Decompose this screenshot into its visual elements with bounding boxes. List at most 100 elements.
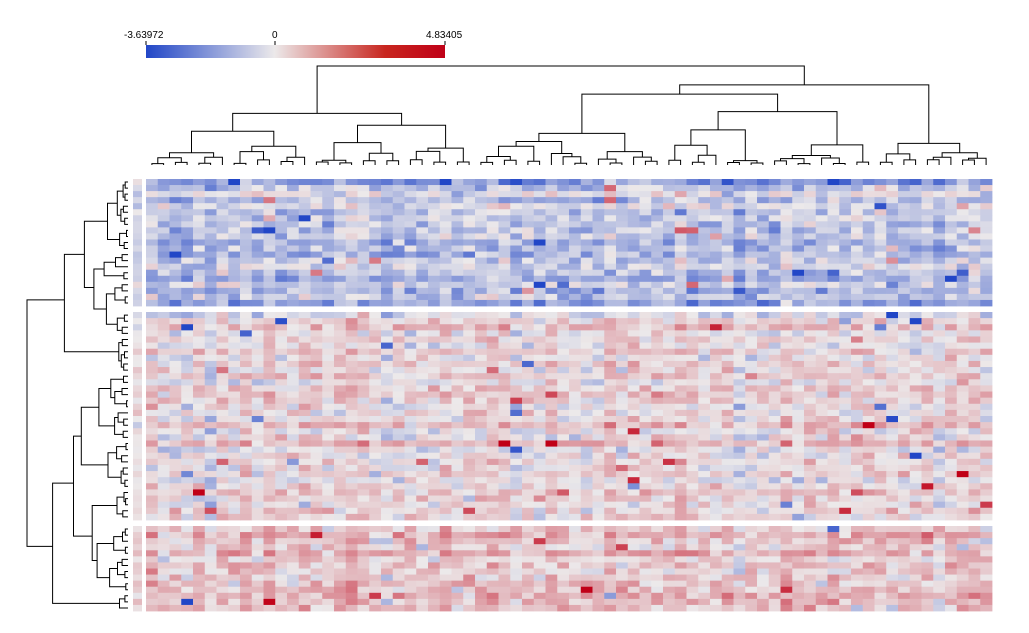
heatmap-cell <box>639 197 652 204</box>
heatmap-cell <box>616 513 629 521</box>
heatmap-cell <box>851 227 864 234</box>
heatmap-cell <box>721 501 734 509</box>
heatmap-cell <box>310 501 323 509</box>
heatmap-cell <box>686 391 699 399</box>
heatmap-cell <box>768 489 781 496</box>
heatmap-cell <box>228 434 241 441</box>
heatmap-cell <box>486 477 499 484</box>
heatmap-cell <box>310 464 323 472</box>
heatmap-cell <box>181 275 194 283</box>
heatmap-cell <box>945 513 958 521</box>
heatmap-cell <box>663 507 676 515</box>
heatmap-cell <box>545 221 558 228</box>
heatmap-cell <box>980 312 993 319</box>
heatmap-cell <box>580 391 593 399</box>
heatmap-cell <box>557 428 570 435</box>
heatmap-cell <box>627 458 640 466</box>
heatmap-cell <box>956 550 969 557</box>
heatmap-cell <box>298 409 311 417</box>
heatmap-cell <box>792 299 805 307</box>
heatmap-cell <box>263 391 276 399</box>
heatmap-cell <box>298 556 311 563</box>
heatmap-cell <box>804 221 817 228</box>
heatmap-cell <box>780 409 793 417</box>
heatmap-cell <box>627 556 640 563</box>
heatmap-cell <box>874 574 887 582</box>
heatmap-cell <box>862 215 875 222</box>
heatmap-cell <box>439 580 452 588</box>
heatmap-cell <box>439 532 452 539</box>
heatmap-cell <box>533 458 546 466</box>
heatmap-cell <box>181 550 194 557</box>
heatmap-cell <box>392 312 405 319</box>
heatmap-cell <box>874 604 887 612</box>
heatmap-cell <box>933 513 946 521</box>
heatmap-cell <box>369 233 382 240</box>
heatmap-cell <box>909 275 922 283</box>
heatmap-cell <box>768 203 781 210</box>
heatmap-cell <box>322 391 335 399</box>
heatmap-cell <box>827 209 840 216</box>
heatmap-cell <box>851 422 864 429</box>
heatmap-cell <box>439 209 452 216</box>
heatmap-cell <box>980 379 993 386</box>
heatmap-cell <box>345 318 358 325</box>
heatmap-cell <box>956 215 969 222</box>
heatmap-cell <box>287 580 300 588</box>
heatmap-cell <box>439 574 452 582</box>
heatmap-cell <box>933 434 946 441</box>
heatmap-cell <box>710 598 723 606</box>
heatmap-cell <box>663 348 676 356</box>
heatmap-cell <box>616 203 629 210</box>
heatmap-cell <box>804 342 817 350</box>
heatmap-cell <box>181 568 194 575</box>
heatmap-cell <box>369 342 382 350</box>
heatmap-cell <box>686 251 699 259</box>
heatmap-cell <box>674 251 687 259</box>
heatmap-cell <box>263 221 276 228</box>
heatmap-cell <box>369 318 382 325</box>
heatmap-cell <box>545 526 558 533</box>
heatmap-cell <box>181 409 194 417</box>
heatmap-cell <box>522 495 535 503</box>
heatmap-cell <box>357 281 370 289</box>
heatmap-cell <box>780 221 793 228</box>
heatmap-cell <box>439 416 452 423</box>
heatmap-cell <box>721 185 734 192</box>
heatmap-cell <box>439 556 452 563</box>
heatmap-cell <box>674 489 687 496</box>
heatmap-cell <box>874 360 887 368</box>
heatmap-cell <box>486 318 499 325</box>
heatmap-cell <box>498 544 511 551</box>
heatmap-cell <box>933 221 946 228</box>
heatmap-cell <box>345 367 358 374</box>
heatmap-cell <box>334 568 347 575</box>
heatmap-cell <box>827 513 840 521</box>
heatmap-cell <box>945 281 958 289</box>
heatmap-cell <box>886 203 899 210</box>
heatmap-cell <box>345 215 358 222</box>
heatmap-cell <box>639 312 652 319</box>
heatmap-cell <box>686 245 699 252</box>
heatmap-cell <box>639 434 652 441</box>
heatmap-cell <box>345 501 358 509</box>
heatmap-cell <box>157 245 170 252</box>
heatmap-cell <box>498 538 511 545</box>
heatmap-cell <box>322 556 335 563</box>
heatmap-cell <box>381 526 394 533</box>
heatmap-cell <box>392 580 405 588</box>
heatmap-cell <box>287 245 300 252</box>
heatmap-cell <box>193 538 206 545</box>
heatmap-cell <box>792 507 805 515</box>
heatmap-cell <box>287 373 300 380</box>
heatmap-cell <box>651 592 664 600</box>
heatmap-cell <box>592 452 605 460</box>
heatmap-cell <box>157 526 170 533</box>
heatmap-cell <box>604 489 617 496</box>
heatmap-cell <box>851 185 864 192</box>
heatmap-cell <box>851 281 864 289</box>
heatmap-cell <box>733 318 746 325</box>
heatmap-cell <box>827 348 840 356</box>
heatmap-cell <box>334 312 347 319</box>
heatmap-cell <box>674 507 687 515</box>
